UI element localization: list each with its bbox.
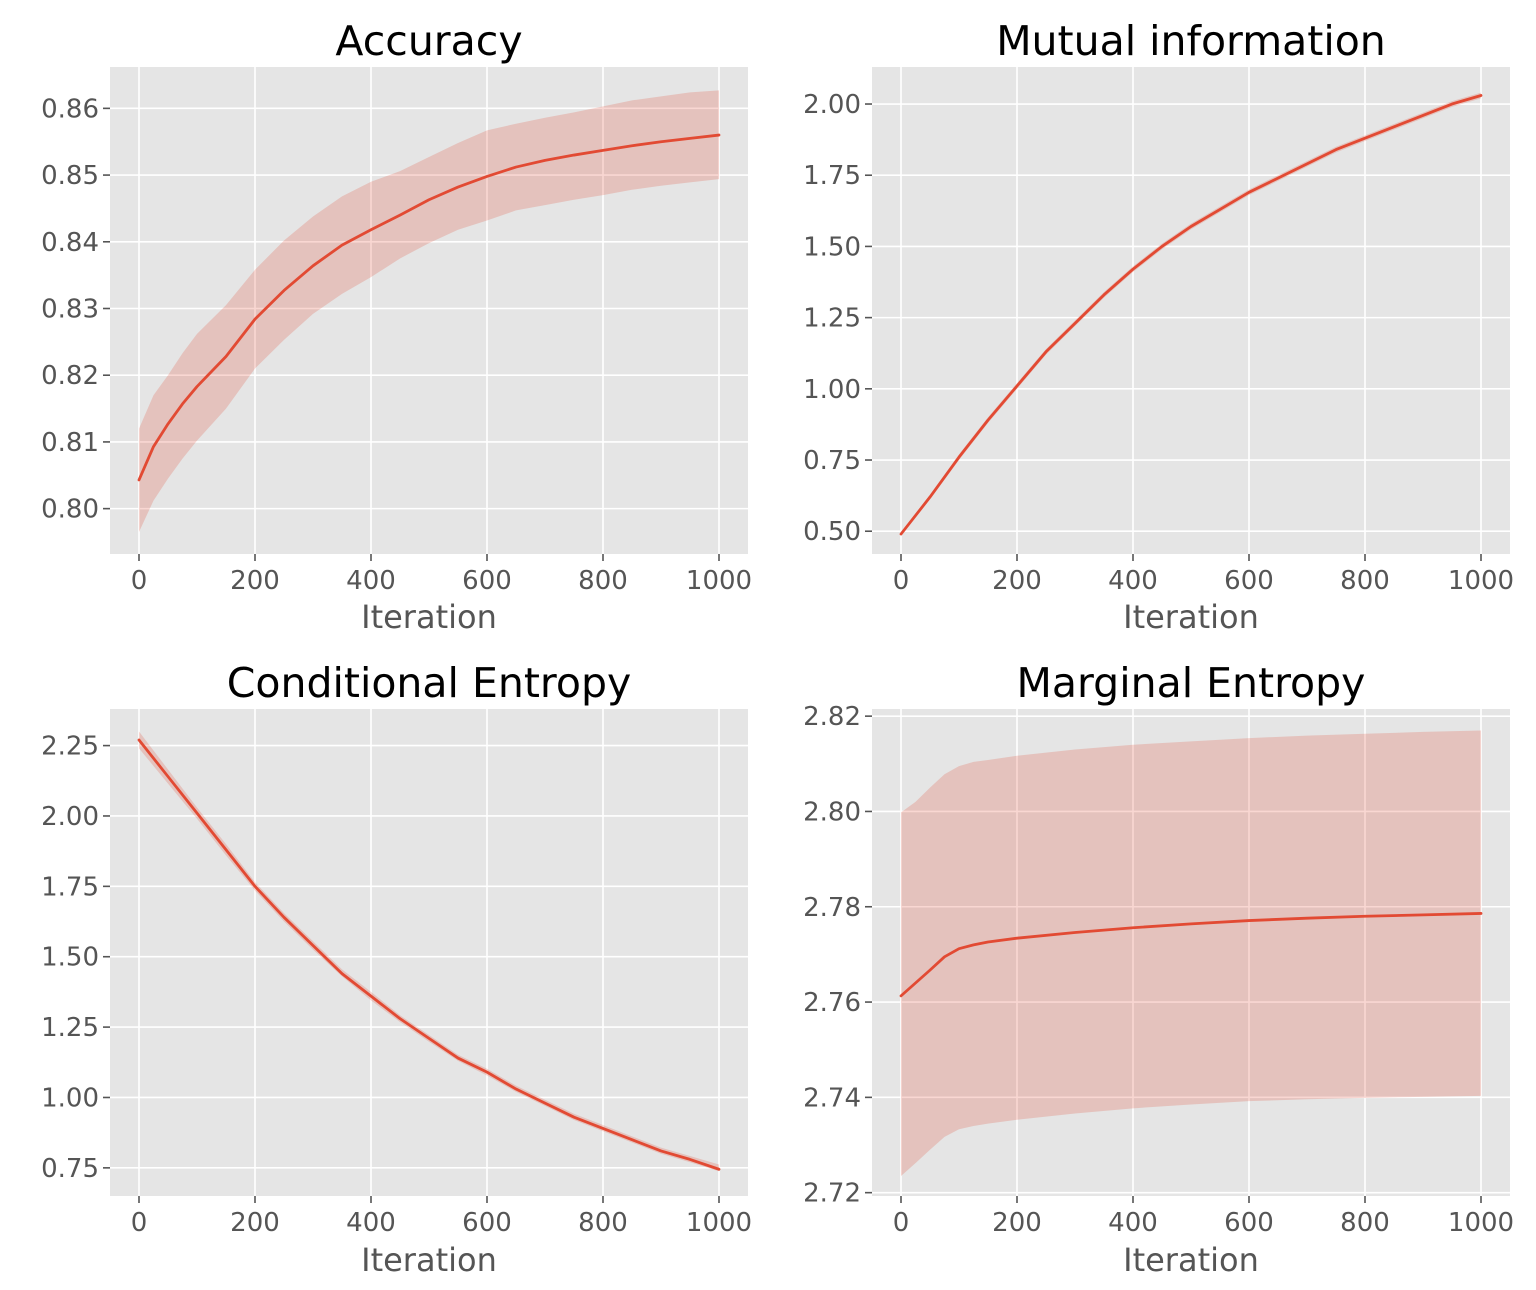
confidence-band	[901, 730, 1481, 1176]
plot-area	[110, 709, 748, 1196]
y-tick-label: 0.50	[803, 517, 861, 547]
x-tick-label: 0	[131, 566, 148, 596]
y-tick-label: 2.80	[803, 797, 861, 827]
y-tick-label: 2.82	[803, 702, 861, 732]
x-tick-label: 800	[1340, 1208, 1390, 1238]
y-tick-label: 2.74	[803, 1083, 861, 1113]
chart-title: Conditional Entropy	[227, 659, 632, 707]
x-tick-label: 800	[1340, 566, 1390, 596]
x-tick-label: 200	[992, 1208, 1042, 1238]
x-tick-label: 800	[578, 566, 628, 596]
chart-title: Mutual information	[996, 17, 1386, 65]
x-tick-label: 600	[462, 1208, 512, 1238]
x-axis-label: Iteration	[361, 598, 497, 636]
x-tick-label: 0	[893, 1208, 910, 1238]
plot-area	[872, 67, 1510, 554]
y-tick-label: 0.81	[41, 428, 99, 458]
y-tick-label: 0.80	[41, 495, 99, 525]
y-tick-label: 1.50	[803, 232, 861, 262]
y-tick-label: 1.50	[41, 943, 99, 973]
y-tick-label: 0.85	[41, 161, 99, 191]
x-axis-label: Iteration	[1123, 598, 1259, 636]
plot-area	[872, 709, 1510, 1196]
chart-panel-mutual-information: Mutual information Iteration 0 200 400 600 8…	[803, 17, 1514, 636]
mean-line	[137, 738, 721, 1171]
x-tick-label: 400	[346, 1208, 396, 1238]
y-tick-label: 2.78	[803, 893, 861, 923]
x-tick-label: 0	[131, 1208, 148, 1238]
y-tick-label: 0.86	[41, 94, 99, 124]
x-tick-label: 1000	[686, 1208, 752, 1238]
y-tick-label: 2.72	[803, 1179, 861, 1209]
y-tick-label: 0.75	[41, 1154, 99, 1184]
mean-line	[899, 94, 1483, 536]
x-tick-label: 800	[578, 1208, 628, 1238]
chart-title: Marginal Entropy	[1017, 659, 1366, 707]
x-tick-label: 600	[462, 566, 512, 596]
x-tick-label: 400	[1108, 566, 1158, 596]
x-tick-label: 600	[1224, 1208, 1274, 1238]
x-tick-label: 1000	[1448, 566, 1514, 596]
y-tick-label: 2.00	[41, 802, 99, 832]
y-tick-label: 2.00	[803, 90, 861, 120]
y-tick-label: 0.82	[41, 361, 99, 391]
y-tick-label: 0.83	[41, 294, 99, 324]
y-tick-label: 1.75	[803, 161, 861, 191]
y-tick-label: 2.76	[803, 988, 861, 1018]
chart-panel-marginal-entropy: Marginal Entropy Iteration 0 200 400 600 800…	[803, 659, 1514, 1279]
y-tick-label: 0.75	[803, 446, 861, 476]
y-tick-label: 1.75	[41, 872, 99, 902]
x-tick-label: 1000	[1448, 1208, 1514, 1238]
x-axis-label: Iteration	[1123, 1241, 1259, 1279]
x-tick-label: 400	[1108, 1208, 1158, 1238]
y-tick-label: 0.84	[41, 228, 99, 258]
plot-area	[110, 67, 748, 554]
mean-line	[137, 133, 721, 482]
x-tick-label: 600	[1224, 566, 1274, 596]
x-tick-label: 400	[346, 566, 396, 596]
x-tick-label: 1000	[686, 566, 752, 596]
y-tick-label: 2.25	[41, 732, 99, 762]
x-tick-label: 200	[230, 1208, 280, 1238]
y-tick-label: 1.00	[41, 1083, 99, 1113]
y-tick-label: 1.25	[41, 1013, 99, 1043]
x-axis-label: Iteration	[361, 1241, 497, 1279]
chart-title: Accuracy	[335, 17, 522, 65]
x-tick-label: 200	[992, 566, 1042, 596]
x-tick-label: 200	[230, 566, 280, 596]
chart-panel-accuracy: Accuracy Iteration 0 200 400 600 800 1000 0.80…	[41, 17, 752, 636]
x-tick-label: 0	[893, 566, 910, 596]
confidence-band	[139, 90, 719, 532]
y-tick-label: 1.00	[803, 375, 861, 405]
mean-line	[899, 912, 1483, 998]
chart-panel-conditional-entropy: Conditional Entropy Iteration 0 200 400 600…	[41, 659, 752, 1279]
y-tick-label: 1.25	[803, 304, 861, 334]
